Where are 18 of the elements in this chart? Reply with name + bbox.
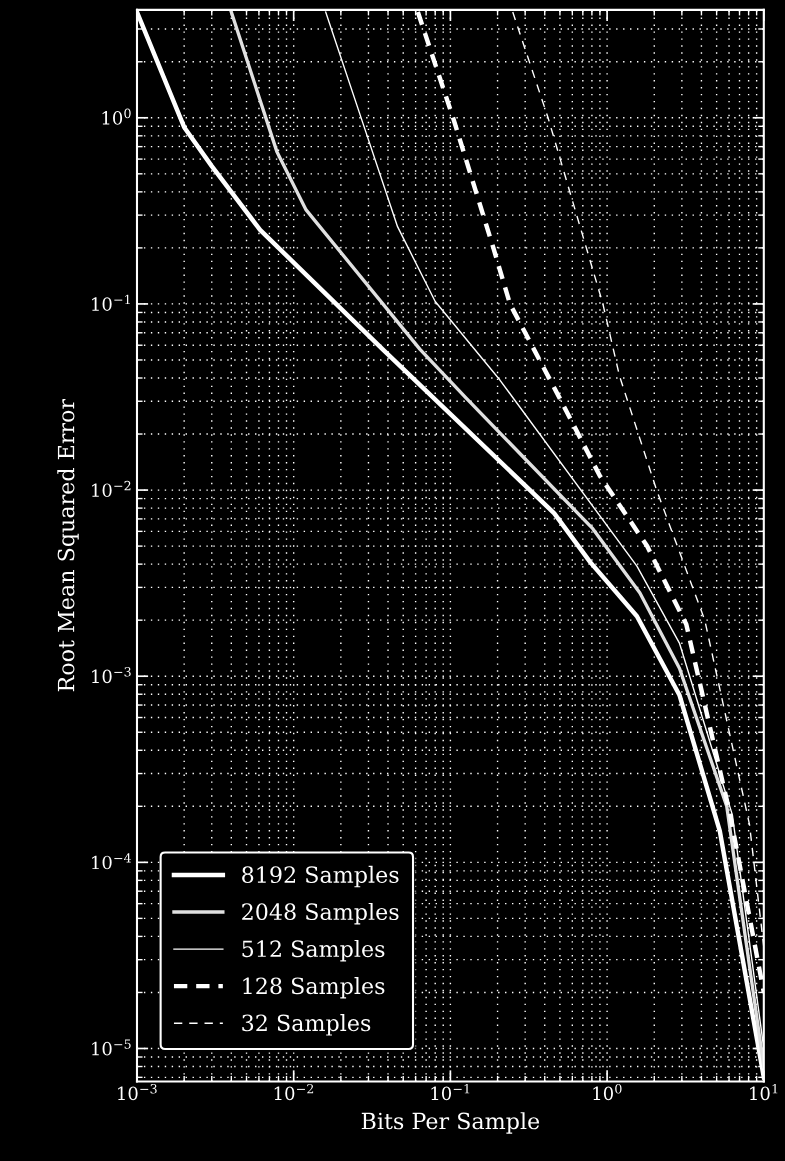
y-tick-label: 10$^{−5}$ <box>92 1039 131 1056</box>
legend-label: 128 Samples <box>243 977 385 999</box>
x-axis-title: Bits Per Sample <box>361 1112 540 1134</box>
y-tick-label: 10$^{−3}$ <box>92 667 131 684</box>
legend-label: 8192 Samples <box>242 865 399 888</box>
y-tick-label: 10$^{−1}$ <box>92 294 130 311</box>
legend-label: 2048 Samples <box>242 902 399 925</box>
y-axis-title: Root Mean Squared Error <box>57 398 79 692</box>
x-tick-label: 10$^{−3}$ <box>118 1083 157 1101</box>
x-tick-label: 10$^{0}$ <box>593 1083 622 1101</box>
x-tick-label: 10$^{1}$ <box>750 1083 778 1101</box>
legend-label: 512 Samples <box>242 939 385 962</box>
y-tick-label: 10$^{−4}$ <box>92 853 132 870</box>
legend-label: 32 Samples <box>242 1014 371 1036</box>
x-tick-label: 10$^{−1}$ <box>431 1083 470 1101</box>
y-tick-label: 10$^{0}$ <box>102 108 131 125</box>
y-tick-label: 10$^{−2}$ <box>92 480 131 498</box>
x-tick-label: 10$^{−2}$ <box>274 1083 314 1101</box>
